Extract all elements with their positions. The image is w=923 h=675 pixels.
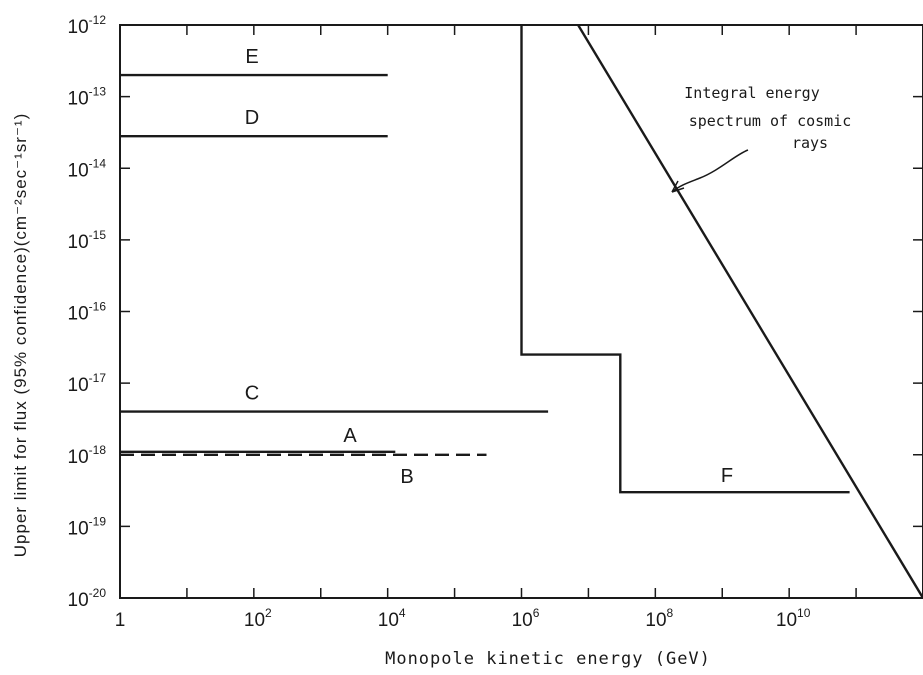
y-tick-label: 10-15 — [68, 228, 107, 253]
cosmic-ray-spectrum-line — [577, 24, 923, 599]
series-label-a: A — [343, 425, 357, 447]
series-line-f — [520, 25, 850, 494]
annotation-arrow — [671, 149, 749, 193]
annotation-arrowhead — [671, 180, 685, 193]
y-tick-label: 10-16 — [68, 300, 107, 325]
x-tick-label: 104 — [378, 606, 406, 631]
series-label-e: E — [245, 46, 258, 68]
y-axis-title: Upper limit for flux (95% confidence)(cm… — [11, 113, 30, 558]
y-tick-label: 10-19 — [68, 514, 107, 539]
x-axis-title: Monopole kinetic energy (GeV) — [385, 649, 711, 669]
y-tick-label: 10-18 — [68, 443, 107, 468]
y-tick-label: 10-17 — [68, 371, 107, 396]
annotation-line-3: rays — [792, 134, 828, 152]
annotation-line-1: Integral energy — [684, 84, 819, 102]
series-label-d: D — [245, 107, 259, 129]
x-tick-label: 1 — [115, 610, 126, 631]
series-label-b: B — [400, 466, 413, 488]
spectrum-annotation: Integral energy spectrum of cosmic rays — [671, 84, 852, 193]
y-tick-label: 10-13 — [68, 85, 107, 110]
series-label-f: F — [721, 465, 733, 487]
x-tick-label: 106 — [512, 606, 540, 631]
x-tick-label: 1010 — [776, 606, 811, 631]
x-tick-label: 108 — [645, 606, 673, 631]
y-tick-label: 10-20 — [68, 586, 107, 611]
annotation-line-2: spectrum of cosmic — [689, 112, 852, 130]
series-label-c: C — [245, 383, 259, 405]
y-tick-label: 10-14 — [68, 156, 107, 181]
x-tick-label: 102 — [244, 606, 272, 631]
y-tick-label: 10-12 — [68, 13, 107, 38]
